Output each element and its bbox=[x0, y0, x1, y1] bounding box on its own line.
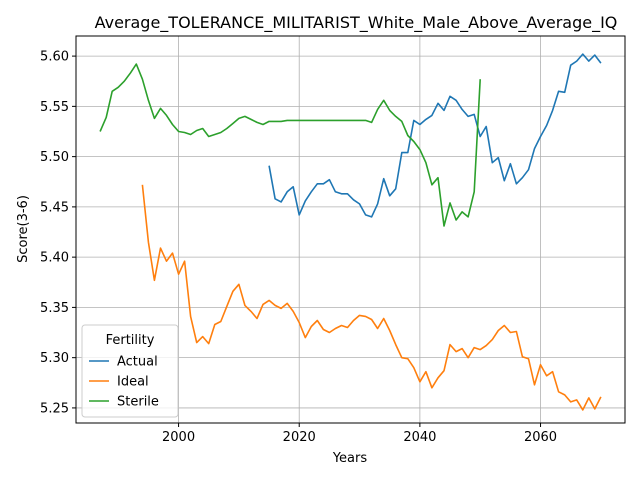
legend-items: Actual Ideal Sterile bbox=[89, 355, 159, 410]
y-tick-label: 5.30 bbox=[40, 351, 69, 366]
y-tick-label: 5.25 bbox=[40, 401, 69, 416]
y-tick-label: 5.35 bbox=[40, 301, 69, 316]
x-tick-label: 2000 bbox=[162, 430, 195, 445]
legend-label-actual: Actual bbox=[117, 355, 158, 370]
y-tick-label: 5.45 bbox=[40, 200, 69, 215]
y-tick-label: 5.50 bbox=[40, 150, 69, 165]
series-line-sterile bbox=[99, 63, 481, 227]
legend: Fertility Actual Ideal Sterile bbox=[81, 324, 179, 418]
y-tick-label: 5.40 bbox=[40, 251, 69, 266]
y-axis-label: Score(3-6) bbox=[16, 195, 31, 263]
x-axis-label: Years bbox=[332, 451, 368, 466]
legend-label-sterile: Sterile bbox=[117, 395, 159, 410]
x-tick-label: 2040 bbox=[403, 430, 436, 445]
y-axis-ticks: 5.25 5.30 5.35 5.40 5.45 5.50 5.55 5.60 bbox=[40, 50, 76, 416]
x-tick-label: 2060 bbox=[524, 430, 557, 445]
chart-title: Average_TOLERANCE_MILITARIST_White_Male_… bbox=[95, 13, 618, 33]
y-tick-label: 5.55 bbox=[40, 100, 69, 115]
legend-box bbox=[81, 324, 179, 418]
series-layer bbox=[99, 53, 602, 411]
y-tick-label: 5.60 bbox=[40, 50, 69, 65]
legend-label-ideal: Ideal bbox=[117, 375, 149, 390]
x-axis-ticks: 2000 2020 2040 2060 bbox=[162, 423, 557, 445]
series-line-ideal bbox=[141, 184, 602, 411]
x-tick-label: 2020 bbox=[283, 430, 316, 445]
series-line-actual bbox=[268, 53, 602, 218]
plot-frame bbox=[75, 35, 626, 424]
legend-title: Fertility bbox=[106, 333, 155, 348]
